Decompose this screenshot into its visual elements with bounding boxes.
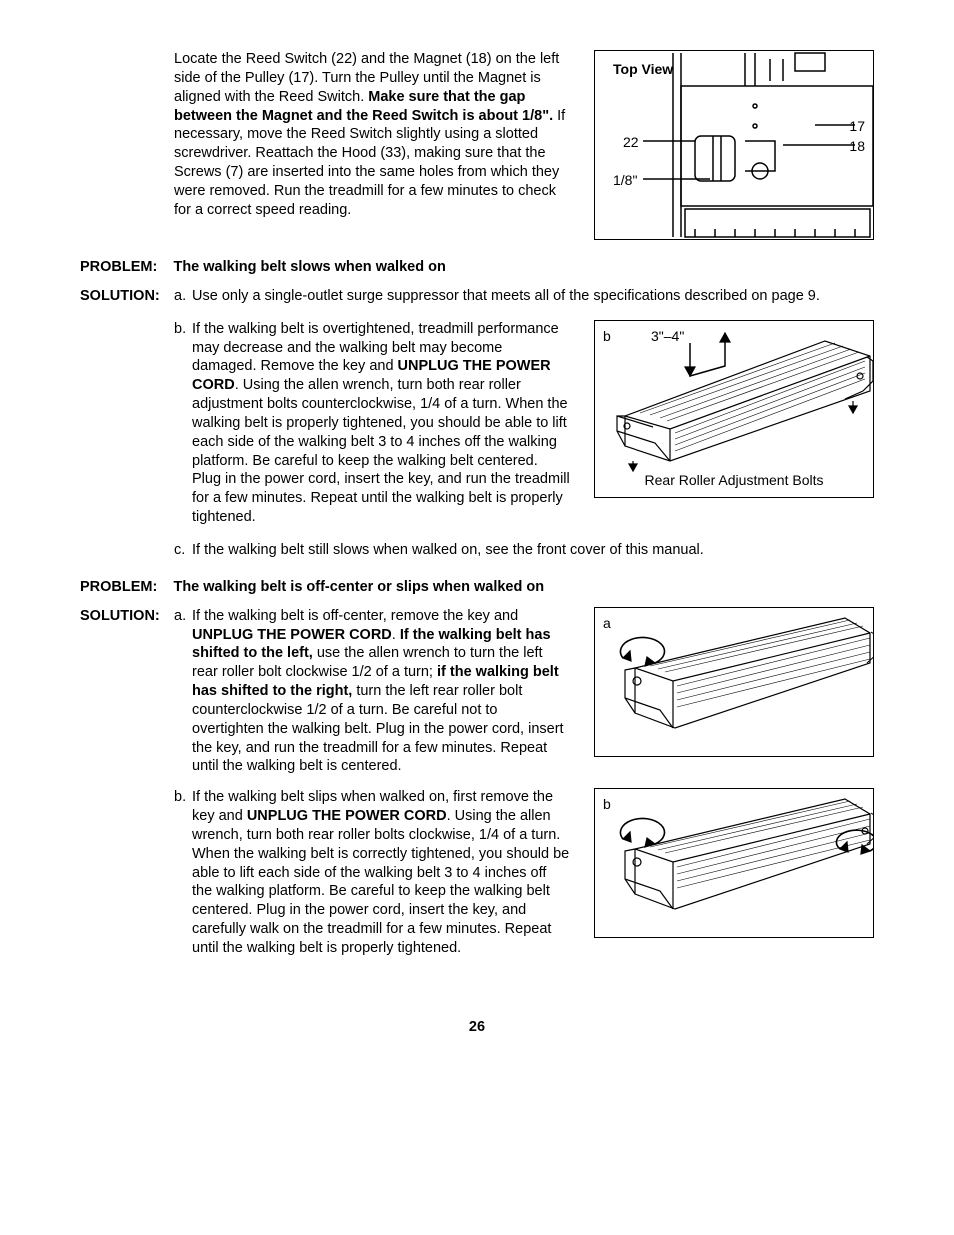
solution-2c: c. If the walking belt still slows when … <box>80 541 874 560</box>
problem3-label: PROBLEM: <box>80 579 157 595</box>
page-number: 26 <box>80 1018 874 1037</box>
solution-label: SOLUTION: <box>80 287 174 306</box>
sol2b-wrap: b. If the walking belt is overtightened,… <box>80 320 570 527</box>
letter-b: b. <box>174 320 192 339</box>
problem3-text: The walking belt is off-center or slips … <box>173 579 544 595</box>
sol2a-text: Use only a single-outlet surge suppresso… <box>192 287 874 306</box>
letter-a: a. <box>174 287 192 306</box>
solution-2a: SOLUTION: a. Use only a single-outlet su… <box>80 287 874 306</box>
sol2c-text: If the walking belt still slows when wal… <box>192 541 874 560</box>
problem-label: PROBLEM: <box>80 259 157 275</box>
offcenter-a-svg <box>595 608 873 756</box>
solution-2b-row: b. If the walking belt is overtightened,… <box>80 320 874 527</box>
reed-text-run2: If necessary, move the Reed Switch sligh… <box>174 108 565 218</box>
top-view-svg <box>595 51 873 239</box>
solution3-label: SOLUTION: <box>80 607 174 626</box>
rear-roller-svg <box>595 321 873 497</box>
letter-3b: b. <box>174 788 192 807</box>
diagram-offcenter-b: b <box>594 788 874 938</box>
sol3a-text: If the walking belt is off-center, remov… <box>192 607 570 777</box>
diagram-top-view: Top View 22 17 18 1/8" <box>594 50 874 240</box>
letter-3a: a. <box>174 607 192 626</box>
sol3b-text: If the walking belt slips when walked on… <box>192 788 570 958</box>
letter-c: c. <box>174 541 192 560</box>
problem-belt-offcenter: PROBLEM: The walking belt is off-center … <box>80 578 874 597</box>
reed-switch-text: Locate the Reed Switch (22) and the Magn… <box>174 50 570 220</box>
problem-text: The walking belt slows when walked on <box>173 259 445 275</box>
solution-3a-row: SOLUTION: a. If the walking belt is off-… <box>80 607 874 777</box>
diagram-offcenter-a: a <box>594 607 874 757</box>
solution-3b-row: b. If the walking belt slips when walked… <box>80 788 874 958</box>
section-reed-switch: Locate the Reed Switch (22) and the Magn… <box>80 50 874 240</box>
problem-belt-slows: PROBLEM: The walking belt slows when wal… <box>80 258 874 277</box>
sol3a-wrap: SOLUTION: a. If the walking belt is off-… <box>80 607 570 777</box>
sol3b-wrap: b. If the walking belt slips when walked… <box>80 788 570 958</box>
offcenter-b-svg <box>595 789 873 937</box>
diagram-rear-roller: b 3"–4" Rear Roller Adjustment Bolts <box>594 320 874 498</box>
sol2b-text: If the walking belt is overtightened, tr… <box>192 320 570 527</box>
